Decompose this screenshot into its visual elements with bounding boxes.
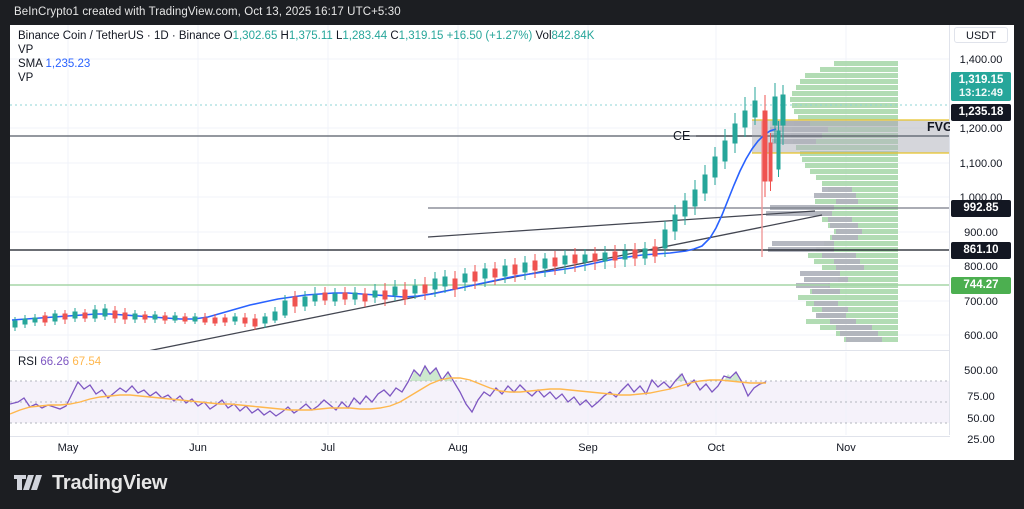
rsi-tick-25: 25.00 xyxy=(967,434,995,446)
last-price-value: 1,319.15 xyxy=(958,74,1004,86)
legend-volume-label: Vol xyxy=(535,30,552,42)
rsi-legend-value: 66.26 xyxy=(40,356,70,368)
legend-symbol-row: Binance Coin / TetherUS · 1D · Binance O… xyxy=(18,29,594,43)
rsi-plot-svg xyxy=(10,352,950,435)
rsi-pane[interactable]: RSI 66.26 67.54 xyxy=(10,352,950,435)
candlestick-series xyxy=(12,83,786,331)
price-tick-600: 600.00 xyxy=(964,330,998,342)
time-tick-jul: Jul xyxy=(320,442,336,454)
sma-price-pill[interactable]: 1,235.18 xyxy=(951,104,1011,121)
tradingview-logo[interactable]: TradingView xyxy=(14,472,167,495)
attribution-bar: BeInCrypto1 created with TradingView.com… xyxy=(0,0,1024,25)
line-price-pill-992[interactable]: 992.85 xyxy=(951,200,1011,217)
price-gridlines xyxy=(10,58,950,336)
legend-sma-value: 1,235.23 xyxy=(45,58,91,70)
legend-vp-row[interactable]: VP xyxy=(18,44,34,56)
bar-countdown: 13:12:49 xyxy=(958,87,1004,99)
time-axis[interactable]: May Jun Jul Aug Sep Oct Nov xyxy=(10,436,950,460)
rsi-legend-ma-value: 67.54 xyxy=(72,356,102,368)
ascending-trendline-short xyxy=(427,210,816,238)
legend-high-label: H xyxy=(280,30,289,42)
ce-annotation-label[interactable]: CE xyxy=(673,129,691,143)
line-price-pill-744[interactable]: 744.27 xyxy=(951,277,1011,294)
line-price-pill-861[interactable]: 861.10 xyxy=(951,242,1011,259)
last-price-pill[interactable]: 1,319.15 13:12:49 xyxy=(951,72,1011,101)
time-tick-oct: Oct xyxy=(707,442,725,454)
legend-open-label: O xyxy=(223,30,233,42)
rsi-legend-label: RSI xyxy=(18,356,38,368)
legend-vp2-row[interactable]: VP xyxy=(18,72,34,84)
legend-close-label: C xyxy=(390,30,399,42)
rsi-legend: RSI 66.26 67.54 xyxy=(18,356,101,368)
time-tick-sep: Sep xyxy=(578,442,598,454)
tradingview-wordmark: TradingView xyxy=(52,472,168,494)
fvg-annotation-label[interactable]: FVG xyxy=(927,120,950,134)
currency-badge: USDT xyxy=(954,27,1008,43)
pane-separator xyxy=(10,350,950,351)
volume-profile xyxy=(766,61,898,342)
rsi-tick-75: 75.00 xyxy=(967,391,995,403)
time-tick-nov: Nov xyxy=(836,442,856,454)
price-tick-1200: 1,200.00 xyxy=(959,123,1003,135)
price-tick-800: 800.00 xyxy=(964,261,998,273)
tradingview-mark-icon xyxy=(14,475,44,492)
rsi-tick-50: 50.00 xyxy=(967,413,995,425)
price-tick-1100: 1,100.00 xyxy=(959,158,1003,170)
chart-canvas[interactable]: Binance Coin / TetherUS · 1D · Binance O… xyxy=(10,25,1014,460)
rsi-ma-line xyxy=(10,377,766,415)
price-tick-900: 900.00 xyxy=(964,227,998,239)
legend-open-value: 1,302.65 xyxy=(232,30,278,42)
legend-sma-label: SMA xyxy=(18,58,43,70)
legend-low-label: L xyxy=(335,30,343,42)
rsi-line xyxy=(10,364,767,417)
price-tick-1400: 1,400.00 xyxy=(959,54,1003,66)
price-tick-500: 500.00 xyxy=(964,365,998,377)
rsi-level-lines xyxy=(10,380,950,424)
fvg-box xyxy=(10,119,950,154)
legend-symbol[interactable]: Binance Coin / TetherUS · 1D · Binance xyxy=(18,30,221,42)
time-gridlines xyxy=(67,25,847,350)
legend-close-value: 1,319.15 xyxy=(398,30,444,42)
price-plot-svg xyxy=(10,25,950,350)
rsi-overbought-shade xyxy=(410,366,741,381)
footer-bar: TradingView xyxy=(0,460,1024,509)
price-pane[interactable]: Binance Coin / TetherUS · 1D · Binance O… xyxy=(10,25,950,350)
legend-sma-row: SMA 1,235.23 xyxy=(18,57,594,71)
legend-change: +16.50 (+1.27%) xyxy=(446,30,533,42)
time-tick-aug: Aug xyxy=(448,442,468,454)
price-axis[interactable]: USDT 1,400.00 1,200.00 1,100.00 1,000.00… xyxy=(949,25,1014,446)
time-tick-may: May xyxy=(57,442,79,454)
legend-volume-value: 842.84K xyxy=(551,30,595,42)
chart-legend: Binance Coin / TetherUS · 1D · Binance O… xyxy=(18,29,594,85)
price-tick-700: 700.00 xyxy=(964,296,998,308)
time-tick-jun: Jun xyxy=(189,442,207,454)
legend-high-value: 1,375.11 xyxy=(288,30,333,42)
legend-low-value: 1,283.44 xyxy=(342,30,388,42)
